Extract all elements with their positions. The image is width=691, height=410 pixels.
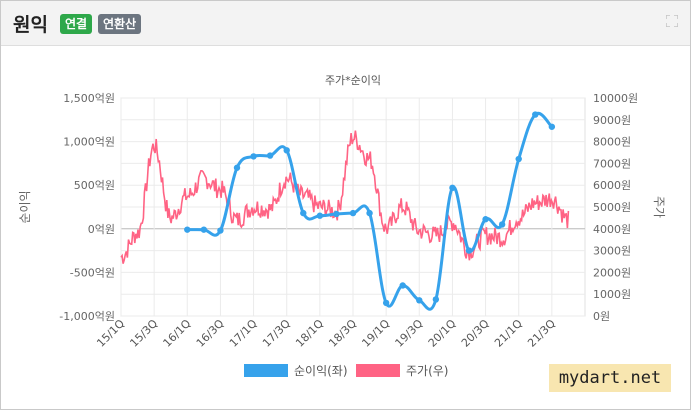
profit-point — [316, 212, 324, 219]
legend-label: 순이익(좌) — [294, 364, 348, 378]
panel-header: 원익 연결 연환산 — [1, 1, 690, 46]
profit-point — [184, 226, 191, 233]
profit-point — [449, 184, 456, 192]
profit-point — [266, 152, 274, 159]
y-right-tick-label: 0원 — [593, 310, 610, 323]
profit-point — [498, 221, 506, 228]
profit-point — [349, 209, 357, 217]
profit-point — [532, 111, 539, 118]
y-right-tick-label: 9000원 — [593, 114, 631, 127]
profit-point — [300, 209, 307, 217]
price-series-line — [120, 130, 570, 264]
x-tick-label: 16/3Q — [194, 317, 227, 350]
x-tick-label: 17/1Q — [227, 317, 260, 350]
x-tick-label: 21/1Q — [492, 317, 525, 350]
profit-point — [366, 209, 373, 217]
legend-swatch — [244, 364, 288, 377]
y-right-tick-label: 4000원 — [593, 223, 631, 236]
y-right-tick-label: 6000원 — [593, 179, 631, 192]
y-right-axis-label: 주가 — [652, 196, 666, 218]
y-left-tick-label: 1,000억원 — [63, 136, 115, 149]
x-tick-label: 15/3Q — [127, 317, 160, 350]
x-tick-label: 16/1Q — [161, 317, 194, 350]
x-tick-label: 18/1Q — [293, 317, 326, 350]
consolidated-badge[interactable]: 연결 — [60, 14, 93, 34]
profit-series-line — [187, 111, 553, 311]
y-right-tick-label: 3000원 — [593, 245, 631, 258]
chart-title: 주가*순이익 — [325, 74, 381, 87]
x-tick-label: 17/3Q — [260, 317, 293, 350]
profit-point — [465, 247, 473, 254]
x-tick-label: 20/3Q — [459, 317, 492, 350]
x-tick-label: 20/1Q — [426, 317, 459, 350]
profit-point — [217, 227, 224, 234]
profit-price-chart: -1,000억원 -500억원 0억원 500억원 1,000억원 1,500억원 0원 10… — [18, 74, 666, 378]
x-tick-label: 18/3Q — [326, 317, 359, 350]
x-tick-label: 19/1Q — [359, 317, 392, 350]
profit-point — [399, 282, 406, 289]
y-right-tick-label: 1000원 — [593, 288, 631, 301]
legend-swatch — [356, 364, 400, 377]
y-right-tick-label: 8000원 — [593, 136, 631, 149]
x-tick-label: 21/3Q — [525, 317, 558, 350]
annualized-badge[interactable]: 연환산 — [98, 14, 142, 34]
company-title: 원익 — [13, 14, 48, 36]
y-right-tick-label: 10000원 — [593, 92, 638, 105]
fullscreen-icon[interactable] — [665, 14, 679, 28]
y-left-tick-label: -1,000억원 — [59, 310, 115, 323]
y-left-tick-label: 1,500억원 — [63, 92, 115, 105]
profit-point — [382, 299, 390, 307]
profit-point — [515, 155, 522, 163]
y-right-tick-label: 7000원 — [593, 157, 631, 170]
y-left-tick-label: -500억원 — [70, 266, 115, 279]
profit-point — [548, 123, 556, 130]
profit-point — [482, 216, 489, 223]
y-left-tick-label: 0억원 — [88, 223, 115, 236]
profit-point — [200, 226, 208, 233]
legend-label: 주가(우) — [406, 364, 448, 378]
y-right-tick-label: 2000원 — [593, 266, 631, 279]
y-left-tick-label: 500억원 — [74, 179, 115, 192]
y-left-axis-label: 순이익 — [18, 190, 32, 223]
x-tick-label: 19/3Q — [393, 317, 426, 350]
y-right-tick-label: 5000원 — [593, 201, 631, 214]
profit-point — [233, 164, 241, 171]
profit-point — [250, 153, 257, 160]
profit-point — [416, 297, 423, 304]
profit-point — [432, 296, 440, 303]
profit-point — [333, 210, 340, 218]
watermark: mydart.net — [549, 364, 671, 392]
profit-point — [283, 147, 290, 154]
